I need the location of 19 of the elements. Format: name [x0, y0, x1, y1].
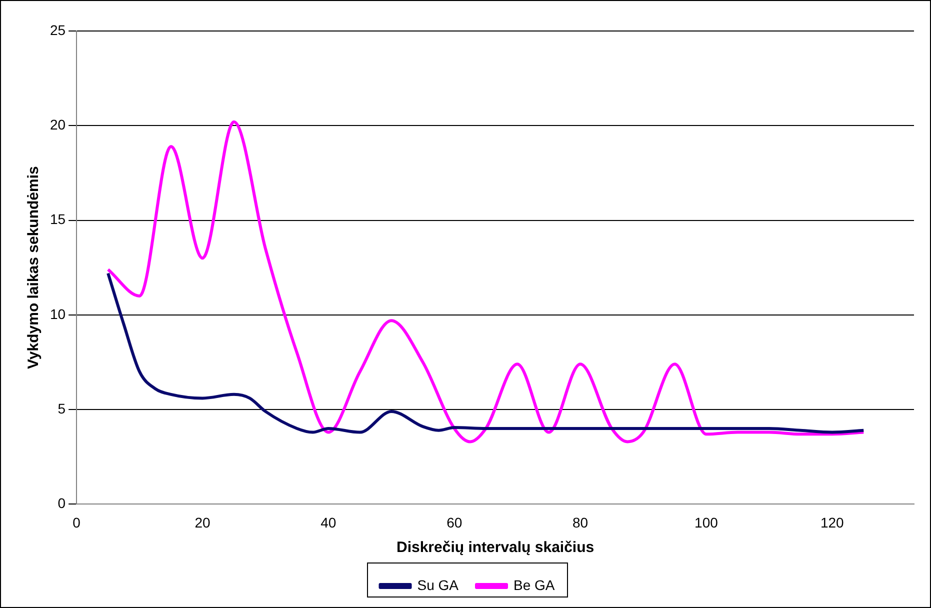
x-tick-label: 60 — [446, 514, 462, 530]
x-tick-label: 80 — [572, 514, 588, 530]
y-axis-title: Vykdymo laikas sekundėmis — [25, 166, 42, 370]
y-tick-label: 5 — [58, 400, 66, 416]
x-axis-title: Diskrečių intervalų skaičius — [396, 539, 594, 556]
x-tick-label: 120 — [820, 514, 844, 530]
y-tick-label: 0 — [58, 495, 66, 512]
y-tick-label: 20 — [50, 116, 66, 132]
legend-label: Be GA — [514, 576, 556, 593]
y-tick-label: 15 — [50, 211, 66, 228]
x-tick-label: 100 — [694, 514, 718, 530]
legend-label: Su GA — [417, 576, 460, 593]
y-tick-label: 25 — [50, 22, 66, 38]
line-series — [106, 120, 866, 444]
x-tick-label: 0 — [72, 514, 81, 530]
y-tick-label: 10 — [50, 306, 66, 322]
x-tick-label: 20 — [194, 514, 210, 530]
x-tick-label: 40 — [320, 514, 336, 530]
line-series — [106, 272, 866, 434]
